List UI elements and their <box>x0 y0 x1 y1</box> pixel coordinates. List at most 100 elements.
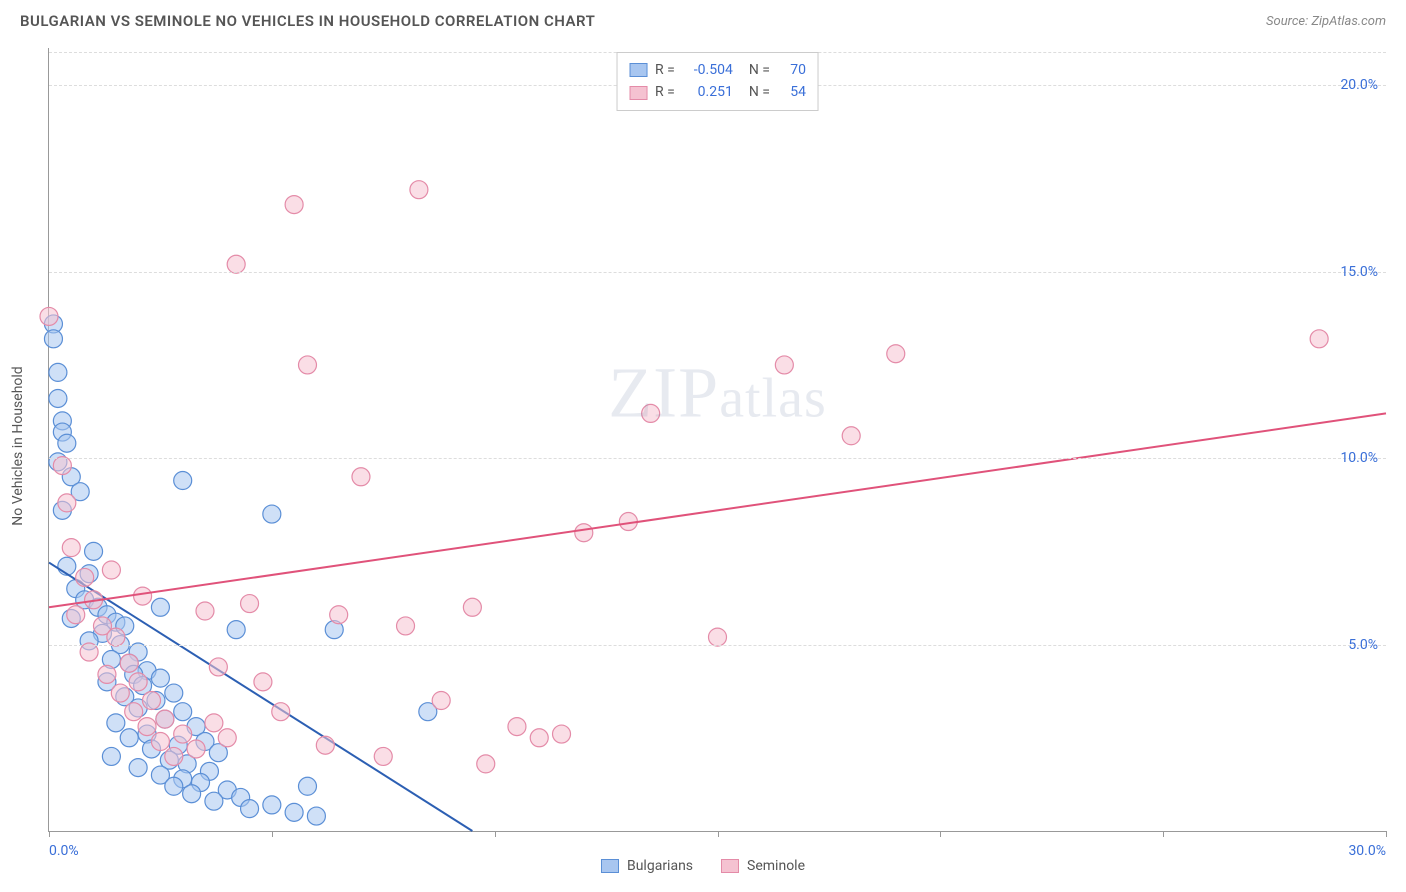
data-point <box>205 714 223 732</box>
data-point <box>151 669 169 687</box>
data-point <box>227 621 245 639</box>
data-point <box>120 729 138 747</box>
chart-source: Source: ZipAtlas.com <box>1266 14 1386 29</box>
legend-n-value: 54 <box>778 81 806 103</box>
y-tick-label: 20.0% <box>1340 77 1378 93</box>
chart-header: BULGARIAN VS SEMINOLE NO VEHICLES IN HOU… <box>0 0 1406 38</box>
data-point <box>129 673 147 691</box>
data-point <box>174 472 192 490</box>
legend-item: Seminole <box>721 858 805 874</box>
legend-row: R = 0.251 N = 54 <box>629 81 806 103</box>
data-point <box>842 427 860 445</box>
data-point <box>165 684 183 702</box>
data-point <box>642 404 660 422</box>
data-point <box>508 718 526 736</box>
data-point <box>397 617 415 635</box>
data-point <box>187 740 205 758</box>
legend-n-value: 70 <box>778 59 806 81</box>
data-point <box>285 803 303 821</box>
data-point <box>575 524 593 542</box>
x-tick-label: 30.0% <box>1348 843 1386 859</box>
y-tick-label: 10.0% <box>1340 450 1378 466</box>
x-tick <box>940 831 941 837</box>
data-point <box>53 457 71 475</box>
data-point <box>134 587 152 605</box>
legend-r-value: 0.251 <box>683 81 733 103</box>
data-point <box>298 777 316 795</box>
data-point <box>58 494 76 512</box>
legend-swatch <box>601 859 619 873</box>
data-point <box>49 389 67 407</box>
data-point <box>58 434 76 452</box>
data-point <box>775 356 793 374</box>
legend-n-label: N = <box>749 81 770 103</box>
data-point <box>151 598 169 616</box>
legend-r-label: R = <box>655 81 675 103</box>
data-point <box>98 665 116 683</box>
data-point <box>374 747 392 765</box>
legend-swatch <box>629 86 647 100</box>
data-point <box>205 792 223 810</box>
data-point <box>111 684 129 702</box>
data-point <box>477 755 495 773</box>
data-point <box>107 714 125 732</box>
data-point <box>263 796 281 814</box>
data-point <box>209 658 227 676</box>
data-point <box>285 196 303 214</box>
data-point <box>85 542 103 560</box>
data-point <box>307 807 325 825</box>
data-point <box>151 733 169 751</box>
chart-title: BULGARIAN VS SEMINOLE NO VEHICLES IN HOU… <box>20 12 595 30</box>
data-point <box>143 692 161 710</box>
data-point <box>530 729 548 747</box>
x-tick <box>718 831 719 837</box>
series-legend: Bulgarians Seminole <box>601 858 805 874</box>
data-point <box>432 692 450 710</box>
data-point <box>227 255 245 273</box>
data-point <box>67 606 85 624</box>
data-point <box>165 747 183 765</box>
data-point <box>263 505 281 523</box>
data-point <box>138 718 156 736</box>
data-point <box>102 747 120 765</box>
legend-swatch <box>629 63 647 77</box>
y-tick-label: 15.0% <box>1340 264 1378 280</box>
data-point <box>553 725 571 743</box>
legend-label: Seminole <box>747 858 805 874</box>
x-tick <box>1386 831 1387 837</box>
data-point <box>254 673 272 691</box>
data-point <box>44 330 62 348</box>
y-axis-label: No Vehicles in Household <box>10 366 26 525</box>
data-point <box>352 468 370 486</box>
data-point <box>156 710 174 728</box>
x-tick <box>49 831 50 837</box>
data-point <box>174 725 192 743</box>
x-tick <box>1163 831 1164 837</box>
data-point <box>49 363 67 381</box>
correlation-legend: R = -0.504 N = 70 R = 0.251 N = 54 <box>616 52 819 111</box>
legend-n-label: N = <box>749 59 770 81</box>
data-point <box>196 602 214 620</box>
data-point <box>125 703 143 721</box>
legend-r-label: R = <box>655 59 675 81</box>
plot-svg <box>49 48 1386 831</box>
y-tick-label: 5.0% <box>1348 637 1378 653</box>
data-point <box>241 595 259 613</box>
data-point <box>316 736 334 754</box>
legend-row: R = -0.504 N = 70 <box>629 59 806 81</box>
gridline <box>49 272 1386 273</box>
gridline <box>49 645 1386 646</box>
data-point <box>463 598 481 616</box>
gridline <box>49 458 1386 459</box>
legend-label: Bulgarians <box>627 858 693 874</box>
data-point <box>330 606 348 624</box>
data-point <box>107 628 125 646</box>
x-tick <box>272 831 273 837</box>
data-point <box>102 561 120 579</box>
legend-r-value: -0.504 <box>683 59 733 81</box>
data-point <box>80 643 98 661</box>
data-point <box>165 777 183 795</box>
data-point <box>241 800 259 818</box>
data-point <box>218 729 236 747</box>
scatter-plot-area: ZIPatlas R =-0.504N =70R =0.251N =54 5.0… <box>48 48 1386 832</box>
